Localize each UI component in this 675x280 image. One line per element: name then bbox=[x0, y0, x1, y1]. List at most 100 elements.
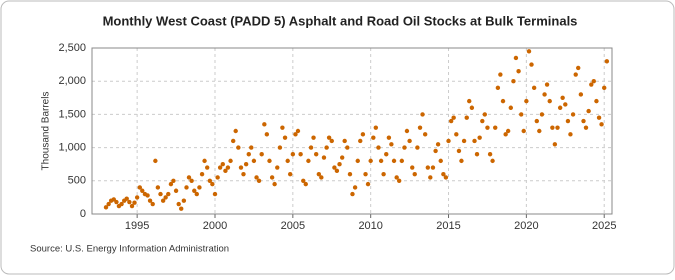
point bbox=[184, 185, 189, 190]
point bbox=[267, 158, 272, 164]
point bbox=[477, 135, 482, 140]
point bbox=[469, 105, 475, 110]
point bbox=[306, 158, 311, 164]
point bbox=[373, 125, 379, 130]
point bbox=[220, 162, 225, 167]
point bbox=[500, 98, 506, 104]
point bbox=[399, 158, 405, 164]
point bbox=[550, 125, 555, 130]
point bbox=[428, 175, 433, 180]
point bbox=[539, 112, 545, 117]
point bbox=[438, 158, 443, 164]
point bbox=[254, 175, 259, 180]
point bbox=[482, 112, 488, 117]
point bbox=[228, 158, 233, 164]
point bbox=[599, 122, 604, 127]
point bbox=[371, 135, 376, 140]
point bbox=[233, 128, 238, 134]
point bbox=[129, 203, 135, 209]
y-tick-label: 0 bbox=[80, 208, 86, 220]
point bbox=[293, 132, 298, 137]
point bbox=[529, 62, 534, 67]
point bbox=[454, 132, 459, 137]
point bbox=[602, 85, 607, 91]
point bbox=[446, 138, 451, 144]
point bbox=[557, 105, 563, 110]
point bbox=[272, 181, 277, 187]
point bbox=[155, 185, 161, 190]
point bbox=[179, 206, 184, 211]
point bbox=[269, 175, 275, 180]
y-tick-label: 500 bbox=[68, 175, 86, 187]
point bbox=[217, 165, 223, 170]
point bbox=[404, 128, 410, 134]
point bbox=[132, 200, 137, 205]
point bbox=[511, 79, 516, 84]
point bbox=[534, 118, 540, 124]
point bbox=[560, 95, 565, 101]
point bbox=[186, 175, 192, 180]
point bbox=[103, 205, 109, 210]
point bbox=[358, 138, 363, 144]
point bbox=[298, 152, 303, 157]
point bbox=[124, 196, 129, 201]
point bbox=[508, 105, 514, 110]
point bbox=[334, 168, 340, 174]
point bbox=[280, 125, 285, 130]
chart-title: Monthly West Coast (PADD 5) Asphalt and … bbox=[103, 13, 578, 28]
point bbox=[150, 201, 155, 207]
point bbox=[376, 145, 381, 150]
point bbox=[472, 138, 477, 144]
point bbox=[407, 138, 412, 144]
point bbox=[192, 188, 197, 193]
point bbox=[480, 118, 485, 124]
point bbox=[215, 175, 220, 180]
point bbox=[589, 82, 594, 87]
point bbox=[596, 115, 602, 120]
point bbox=[495, 85, 501, 91]
point bbox=[287, 171, 293, 177]
y-tick-label: 1,000 bbox=[58, 142, 86, 154]
point bbox=[422, 132, 428, 137]
point bbox=[173, 188, 179, 193]
point bbox=[308, 145, 314, 150]
point bbox=[202, 158, 207, 164]
point bbox=[127, 199, 132, 205]
point bbox=[256, 178, 262, 183]
point bbox=[236, 145, 241, 150]
point bbox=[319, 175, 324, 180]
point bbox=[243, 162, 249, 167]
point bbox=[197, 185, 202, 190]
point bbox=[137, 185, 142, 190]
point bbox=[441, 171, 446, 177]
point bbox=[396, 178, 402, 183]
point bbox=[207, 178, 213, 183]
point bbox=[516, 69, 521, 74]
point bbox=[583, 125, 589, 130]
point bbox=[410, 165, 415, 170]
point bbox=[381, 171, 386, 177]
point bbox=[259, 152, 264, 157]
point bbox=[365, 181, 371, 187]
point bbox=[415, 145, 420, 150]
point bbox=[181, 198, 187, 203]
point bbox=[140, 188, 145, 193]
point bbox=[205, 165, 210, 170]
point bbox=[394, 175, 399, 180]
y-tick-label: 2,500 bbox=[58, 42, 86, 54]
point bbox=[604, 59, 610, 64]
point bbox=[251, 158, 257, 164]
point bbox=[106, 201, 111, 207]
point bbox=[337, 162, 342, 167]
x-tick-label: 1995 bbox=[125, 220, 149, 232]
point bbox=[487, 152, 493, 157]
point bbox=[513, 55, 519, 61]
point bbox=[326, 135, 332, 140]
point bbox=[531, 85, 537, 91]
point bbox=[524, 98, 529, 104]
point bbox=[568, 132, 573, 137]
point bbox=[586, 108, 591, 114]
point bbox=[448, 118, 454, 124]
